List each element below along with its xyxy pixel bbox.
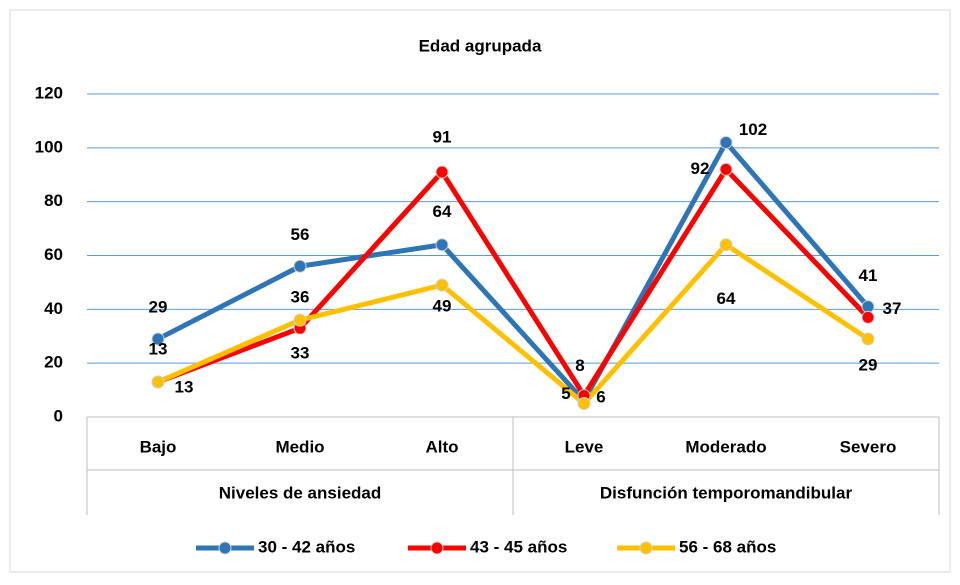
- marker: [435, 165, 449, 179]
- legend-label: 30 - 42 años: [258, 537, 355, 556]
- data-label: 91: [433, 128, 452, 147]
- chart-title: Edad agrupada: [419, 36, 542, 55]
- series-line: [156, 139, 870, 404]
- data-label: 5: [561, 384, 570, 403]
- group-label: Disfunción temporomandibular: [600, 483, 853, 502]
- marker: [719, 135, 733, 149]
- group-label: Niveles de ansiedad: [219, 483, 382, 502]
- y-tick-label: 20: [44, 353, 63, 372]
- data-label: 13: [175, 377, 194, 396]
- y-tick-label: 0: [54, 406, 63, 425]
- marker: [719, 238, 733, 252]
- data-label: 64: [717, 289, 736, 308]
- marker: [577, 397, 591, 411]
- x-tick-label: Alto: [425, 437, 458, 456]
- legend-label: 43 - 45 años: [470, 537, 567, 556]
- data-label: 102: [739, 120, 767, 139]
- data-label: 56: [291, 225, 310, 244]
- data-label: 64: [433, 202, 452, 221]
- data-label: 8: [575, 356, 584, 375]
- x-tick-label: Medio: [275, 437, 324, 456]
- y-tick-label: 80: [44, 191, 63, 210]
- x-tick-label: Moderado: [685, 437, 766, 456]
- data-label: 92: [691, 159, 710, 178]
- marker: [435, 238, 449, 252]
- marker: [151, 332, 165, 346]
- marker: [861, 310, 875, 324]
- legend-marker: [430, 541, 444, 555]
- marker: [293, 259, 307, 273]
- data-label: 41: [859, 266, 878, 285]
- y-tick-label: 40: [44, 299, 63, 318]
- legend-marker: [218, 541, 232, 555]
- series-line: [157, 242, 870, 407]
- marker: [861, 332, 875, 346]
- marker: [719, 162, 733, 176]
- legend-label: 56 - 68 años: [679, 537, 776, 556]
- data-label: 37: [883, 299, 902, 318]
- data-label: 36: [291, 288, 310, 307]
- marker: [435, 278, 449, 292]
- data-label: 49: [433, 297, 452, 316]
- marker: [293, 313, 307, 327]
- x-tick-label: Bajo: [140, 437, 177, 456]
- marker: [151, 375, 165, 389]
- data-label: 6: [596, 387, 605, 406]
- y-tick-label: 120: [35, 83, 63, 102]
- legend-marker: [639, 541, 653, 555]
- x-tick-label: Severo: [840, 437, 897, 456]
- series-line: [157, 166, 870, 398]
- data-label: 33: [291, 344, 310, 363]
- y-tick-label: 60: [44, 245, 63, 264]
- data-label: 29: [149, 297, 168, 316]
- data-label: 13: [149, 339, 168, 358]
- marker: [861, 300, 875, 314]
- y-tick-label: 100: [35, 137, 63, 156]
- data-label: 29: [859, 355, 878, 374]
- x-tick-label: Leve: [565, 437, 604, 456]
